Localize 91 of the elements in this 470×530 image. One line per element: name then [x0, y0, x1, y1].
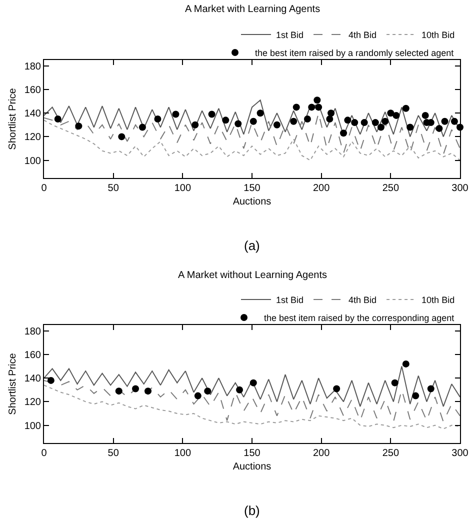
x-tick-label: 0	[41, 448, 48, 459]
point	[47, 376, 54, 384]
legend-label: the best item raised by a randomly selected agent	[255, 48, 454, 58]
point	[402, 360, 410, 368]
point	[441, 118, 448, 125]
point	[290, 118, 298, 125]
point	[450, 118, 458, 125]
y-tick-label: 180	[24, 61, 42, 72]
x-tick-label: 300	[452, 448, 469, 459]
y-tick-label: 180	[24, 326, 42, 338]
point	[172, 110, 180, 118]
point	[315, 104, 322, 111]
point	[314, 96, 321, 104]
point	[234, 120, 242, 128]
point	[132, 385, 140, 392]
x-tick-label: 50	[108, 448, 120, 459]
point	[340, 130, 348, 137]
y-tick-label: 160	[24, 350, 42, 361]
point	[391, 379, 398, 386]
legend-label: 10th Bid	[422, 30, 455, 40]
point	[326, 116, 334, 122]
point	[344, 116, 352, 124]
legend-label: 1st Bid	[276, 30, 304, 40]
legend-label: 4th Bid	[348, 295, 377, 306]
point	[236, 386, 244, 394]
point	[222, 116, 230, 124]
point	[328, 110, 335, 117]
point	[387, 110, 394, 117]
point	[118, 133, 126, 140]
point	[333, 385, 340, 392]
point	[273, 121, 280, 128]
x-tick-label: 300	[452, 183, 469, 194]
x-tick-label: 200	[312, 183, 330, 194]
legend-label: 10th Bid	[422, 295, 455, 306]
point	[256, 110, 264, 117]
point	[436, 124, 443, 132]
x-tick-label: 100	[174, 448, 192, 459]
point	[406, 124, 414, 131]
x-tick-label: 150	[244, 448, 261, 459]
point	[154, 116, 162, 122]
point	[412, 392, 420, 400]
x-tick-label: 50	[108, 183, 120, 194]
point	[138, 124, 146, 131]
x-tick-label: 250	[382, 183, 400, 194]
point	[208, 110, 216, 118]
point	[194, 392, 202, 400]
point	[382, 118, 389, 125]
point	[351, 119, 358, 126]
point	[427, 385, 434, 392]
point	[372, 119, 379, 126]
point	[360, 119, 368, 126]
y-tick-label: 140	[24, 374, 42, 385]
point	[250, 379, 257, 386]
point	[422, 112, 429, 119]
point	[402, 104, 410, 112]
point	[377, 124, 384, 131]
point	[54, 116, 62, 122]
y-tick-label: 160	[24, 85, 42, 96]
text: (b)	[244, 503, 260, 518]
point	[115, 388, 122, 395]
legend-label: the best item raised by the corresponding agent	[264, 313, 455, 324]
y-tick-label: 100	[24, 156, 42, 167]
point	[392, 112, 400, 119]
point	[204, 388, 212, 395]
x-tick-label: 200	[312, 448, 330, 459]
point	[304, 116, 311, 122]
point	[144, 388, 152, 395]
point	[308, 104, 316, 111]
y-tick-label: 100	[24, 420, 42, 432]
y-axis-title: Shortlist Price	[7, 88, 18, 150]
x-tick-label: 150	[244, 183, 261, 194]
y-tick-label: 120	[24, 397, 42, 408]
y-axis-title: Shortlist Price	[7, 352, 18, 415]
point	[75, 122, 82, 130]
chart-title: A Market with Learning Agents	[185, 4, 320, 15]
text: (a)	[244, 238, 260, 253]
legend-label: 4th Bid	[348, 30, 377, 40]
x-axis-title: Auctions	[232, 196, 272, 208]
line-series	[44, 384, 460, 430]
x-axis-title: Auctions	[232, 462, 272, 472]
line-series	[44, 120, 460, 161]
point	[292, 104, 300, 111]
x-tick-label: 100	[174, 183, 192, 194]
x-tick-label: 0	[41, 183, 48, 194]
x-tick-label: 250	[382, 448, 400, 459]
point	[250, 118, 257, 125]
chart-title: A Market without Learning Agents	[178, 270, 327, 281]
legend-label: 1st Bid	[276, 295, 304, 306]
y-tick-label: 120	[24, 132, 42, 144]
point	[192, 121, 199, 128]
y-tick-label: 140	[24, 108, 42, 120]
